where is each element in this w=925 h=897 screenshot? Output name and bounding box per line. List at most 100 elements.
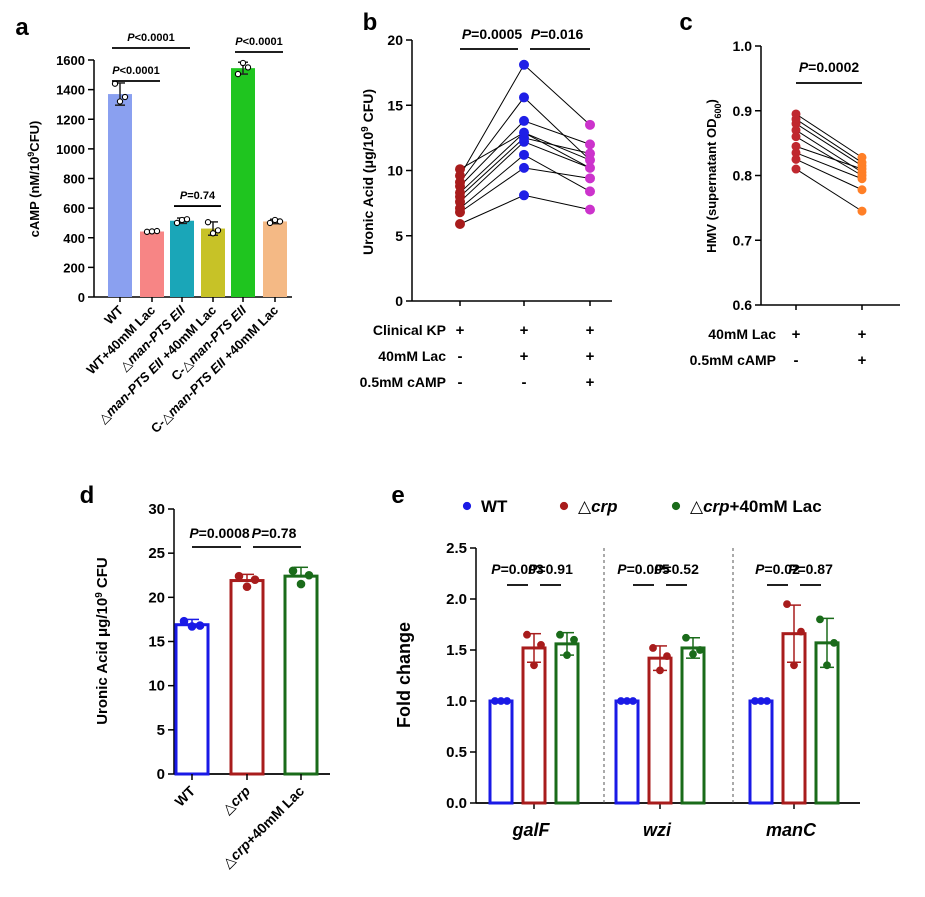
bar bbox=[748, 699, 774, 805]
data-point bbox=[791, 141, 801, 151]
data-point bbox=[857, 185, 867, 195]
data-point bbox=[462, 501, 472, 511]
y-tick-label: 1.5 bbox=[446, 642, 467, 659]
y-tick-label: 5 bbox=[157, 722, 165, 739]
data-point bbox=[816, 615, 824, 624]
condition-cell: - bbox=[458, 374, 463, 391]
p-value-label: P<0.0001 bbox=[127, 32, 174, 44]
legend-label: △crp bbox=[578, 497, 618, 516]
p-value-label: P=0.0005 bbox=[462, 26, 523, 42]
y-tick-label: 2.5 bbox=[446, 540, 467, 557]
y-axis-label: cAMP (nM/109CFU) bbox=[26, 121, 42, 238]
paired-line bbox=[795, 123, 863, 167]
y-tick-label: 1600 bbox=[56, 53, 85, 68]
data-point bbox=[790, 661, 798, 670]
data-point bbox=[242, 582, 252, 592]
data-point bbox=[763, 697, 771, 705]
condition-cell: - bbox=[458, 348, 463, 365]
data-point bbox=[585, 186, 595, 197]
data-point bbox=[239, 59, 247, 67]
data-point bbox=[791, 164, 801, 174]
x-tick-label: WT bbox=[171, 782, 198, 809]
p-value: =0.52 bbox=[663, 561, 699, 577]
data-point bbox=[857, 152, 867, 162]
p-value-label: P=0.02 bbox=[755, 561, 800, 577]
label-part: △ bbox=[578, 497, 592, 516]
data-point bbox=[214, 227, 222, 234]
data-point bbox=[570, 635, 578, 644]
label-part: Uronic Acid (μg/10 bbox=[360, 132, 376, 255]
legend-label: △crp+40mM Lac bbox=[690, 497, 822, 516]
p-value: =0.005 bbox=[627, 561, 670, 577]
y-axis-label: Fold change bbox=[394, 622, 414, 728]
p-value: <0.0001 bbox=[135, 32, 175, 44]
bar bbox=[229, 579, 265, 776]
data-point bbox=[271, 216, 279, 224]
data-point bbox=[783, 600, 791, 608]
data-point bbox=[304, 570, 314, 580]
panel-letter: a bbox=[15, 14, 29, 41]
x-tick-label: manC bbox=[766, 820, 817, 840]
p-value-label: P=0.016 bbox=[531, 26, 584, 42]
data-point bbox=[179, 616, 189, 626]
p-letter: P bbox=[617, 561, 627, 577]
data-point bbox=[563, 651, 571, 659]
data-point bbox=[148, 228, 156, 235]
paired-line bbox=[795, 113, 863, 158]
data-point bbox=[537, 641, 545, 649]
panel-letter: e bbox=[391, 482, 404, 509]
condition-cell: + bbox=[586, 322, 595, 339]
bar bbox=[170, 220, 194, 297]
p-value-label: P=0.0002 bbox=[799, 59, 860, 75]
data-point bbox=[519, 149, 529, 160]
panel-c: c 0.6 0.7 0.8 0.9 1.0 HMV (supernatant OD600) P… bbox=[679, 9, 900, 369]
p-letter: P bbox=[235, 36, 243, 48]
panel-letter: d bbox=[80, 482, 95, 509]
data-point bbox=[519, 115, 529, 126]
data-point bbox=[585, 204, 595, 215]
p-value-label: P=0.78 bbox=[252, 525, 297, 541]
x-tick-label: galF bbox=[511, 820, 550, 840]
condition-cell: + bbox=[520, 322, 529, 339]
y-tick-label: 400 bbox=[63, 231, 85, 246]
y-axis-label: HMV (supernatant OD600) bbox=[704, 99, 723, 253]
label-superscript: 9 bbox=[360, 126, 371, 132]
data-point bbox=[519, 127, 529, 138]
label-part: CFU) bbox=[27, 121, 42, 152]
data-point bbox=[276, 218, 284, 225]
p-letter: P bbox=[189, 525, 199, 541]
label-part: HMV (supernatant OD bbox=[704, 119, 719, 253]
label-part: △ bbox=[690, 497, 704, 516]
y-axis-label: Uronic Acid μg/109 CFU bbox=[94, 557, 112, 725]
paired-line bbox=[795, 168, 863, 212]
p-value-label: P=0.003 bbox=[491, 561, 544, 577]
label-part: CFU) bbox=[360, 89, 376, 126]
y-tick-label: 2.0 bbox=[446, 591, 467, 608]
bar bbox=[521, 646, 547, 805]
data-point bbox=[519, 59, 529, 70]
p-letter: P bbox=[180, 190, 188, 202]
data-point bbox=[585, 119, 595, 130]
y-tick-label: 0 bbox=[395, 293, 403, 309]
p-letter: P bbox=[531, 26, 541, 42]
data-point bbox=[696, 646, 704, 654]
p-letter: P bbox=[755, 561, 765, 577]
label-part: WT bbox=[481, 497, 508, 516]
y-tick-label: 10 bbox=[148, 678, 165, 695]
condition-cell: + bbox=[520, 348, 529, 365]
label-subscript: 600 bbox=[713, 103, 723, 118]
data-point bbox=[797, 627, 805, 636]
label-part: +40mM Lac bbox=[730, 497, 822, 516]
paired-line bbox=[795, 158, 863, 191]
p-value-label: P=0.005 bbox=[617, 561, 670, 577]
y-tick-label: 30 bbox=[148, 501, 165, 518]
data-point bbox=[791, 109, 801, 119]
p-value: =0.0002 bbox=[808, 59, 859, 75]
condition-label: Clinical KP bbox=[373, 322, 446, 338]
p-value: =0.91 bbox=[537, 561, 573, 577]
p-value-label: P<0.0001 bbox=[235, 36, 282, 48]
data-point bbox=[629, 697, 637, 705]
label-italic-part: crp bbox=[703, 497, 729, 516]
